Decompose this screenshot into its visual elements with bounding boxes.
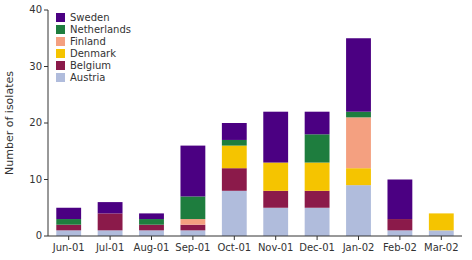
legend-label: Belgium: [70, 60, 111, 71]
bar-segment: [346, 112, 371, 118]
bar-segment: [56, 225, 81, 231]
y-tick: [44, 66, 48, 67]
legend-swatch: [56, 25, 65, 34]
x-tick-label: Mar-02: [424, 242, 459, 253]
bars: [56, 38, 453, 236]
x-tick-label: Sep-01: [175, 242, 210, 253]
x-tick-label: Oct-01: [217, 242, 251, 253]
bar-segment: [429, 213, 454, 230]
x-tick-label: Jun-01: [52, 242, 85, 253]
bar-segment: [346, 117, 371, 168]
bar-segment: [346, 185, 371, 236]
bar-segment: [139, 219, 164, 225]
bar-segment: [180, 219, 205, 225]
bar-segment: [222, 146, 247, 169]
bar-segment: [98, 230, 123, 236]
bar-segment: [305, 163, 330, 191]
bar-segment: [346, 38, 371, 111]
bar-segment: [222, 140, 247, 146]
x-tick: [110, 236, 111, 240]
bar-segment: [222, 168, 247, 191]
y-tick-label: 30: [29, 61, 42, 72]
bar-segment: [139, 213, 164, 219]
x-tick-label: Nov-01: [258, 242, 294, 253]
bar-segment: [305, 112, 330, 135]
x-tick: [151, 236, 152, 240]
y-tick: [44, 236, 48, 237]
bar-segment: [429, 213, 454, 214]
y-tick: [44, 179, 48, 180]
x-tick: [358, 236, 359, 240]
bar-segment: [346, 168, 371, 185]
bar-segment: [305, 208, 330, 236]
y-tick: [44, 10, 48, 11]
y-axis-label: Number of isolates: [3, 71, 16, 175]
x-tick-label: Aug-01: [134, 242, 170, 253]
bar-segment: [263, 163, 288, 191]
legend-label: Austria: [70, 72, 105, 83]
legend-label: Denmark: [70, 48, 116, 59]
legend-swatch: [56, 49, 65, 58]
x-tick-label: Dec-01: [299, 242, 335, 253]
y-tick-label: 40: [29, 4, 42, 15]
bar-segment: [56, 208, 81, 219]
legend-swatch: [56, 37, 65, 46]
bar-segment: [387, 180, 412, 220]
bar-segment: [429, 213, 454, 214]
bar-segment: [98, 213, 123, 230]
x-tick: [317, 236, 318, 240]
bar-segment: [139, 230, 164, 236]
bar-segment: [429, 230, 454, 236]
bar-segment: [263, 112, 288, 163]
x-tick: [399, 236, 400, 240]
x-tick-label: Jan-02: [342, 242, 375, 253]
bar-segment: [222, 191, 247, 236]
chart: 0 10 20 30 40 Jun-01 Jul-01 Aug-01 Sep-01 Oct-01 N…: [0, 0, 472, 260]
legend-swatch: [56, 13, 65, 22]
y-tick-label: 0: [36, 230, 42, 241]
bar-segment: [56, 230, 81, 236]
bar-segment: [429, 213, 454, 214]
bar-segment: [305, 191, 330, 208]
bar-segment: [180, 196, 205, 219]
legend-label: Sweden: [70, 12, 110, 23]
x-tick: [68, 236, 69, 240]
x-tick: [275, 236, 276, 240]
bar-segment: [305, 134, 330, 162]
bar-segment: [222, 123, 247, 140]
bar-segment: [180, 225, 205, 231]
bar-segment: [263, 208, 288, 236]
x-tick-label: Jul-01: [95, 242, 124, 253]
x-tick: [234, 236, 235, 240]
x-tick-label: Feb-02: [383, 242, 417, 253]
legend: SwedenNetherlandsFinlandDenmarkBelgiumAu…: [56, 12, 131, 83]
x-tick: [192, 236, 193, 240]
legend-swatch: [56, 73, 65, 82]
bar-segment: [139, 225, 164, 231]
bar-segment: [387, 219, 412, 230]
legend-label: Finland: [70, 36, 106, 47]
bar-segment: [263, 191, 288, 208]
y-tick: [44, 123, 48, 124]
legend-label: Netherlands: [70, 24, 131, 35]
bar-segment: [180, 230, 205, 236]
bar-segment: [180, 146, 205, 197]
bar-segment: [98, 202, 123, 213]
x-tick: [441, 236, 442, 240]
bar-segment: [387, 230, 412, 236]
y-tick-label: 20: [29, 117, 42, 128]
legend-swatch: [56, 61, 65, 70]
y-tick-label: 10: [29, 174, 42, 185]
bar-segment: [56, 219, 81, 225]
